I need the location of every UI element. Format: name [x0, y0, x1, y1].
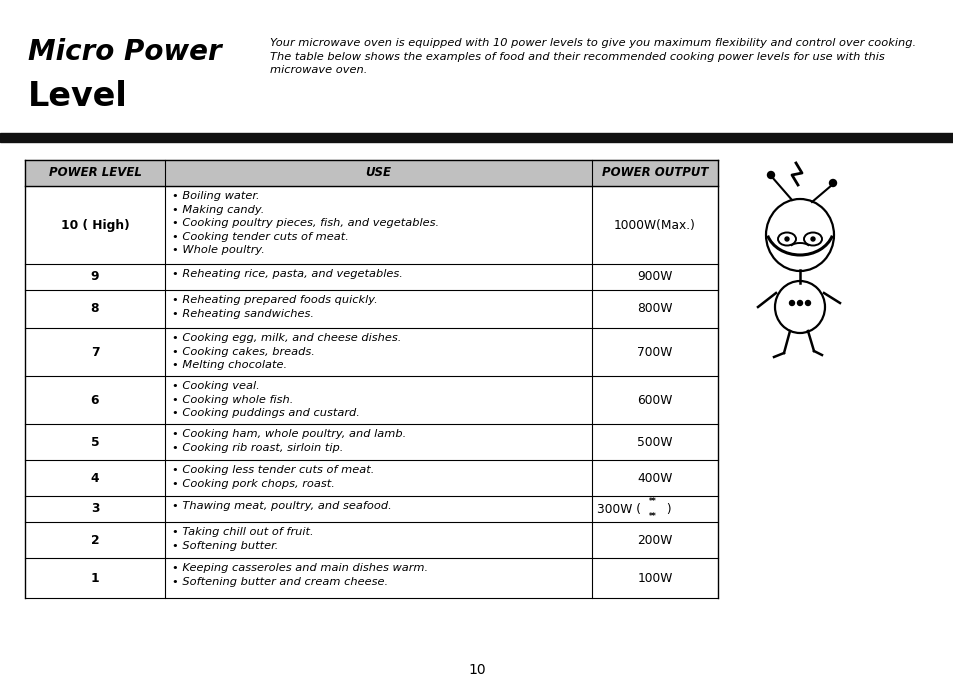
Circle shape — [804, 301, 810, 306]
Text: 10 ( High): 10 ( High) — [61, 218, 130, 231]
Text: 400W: 400W — [637, 471, 672, 484]
Text: ): ) — [662, 503, 671, 516]
Text: 500W: 500W — [637, 436, 672, 449]
Text: • Keeping casseroles and main dishes warm.
• Softening butter and cream cheese.: • Keeping casseroles and main dishes war… — [172, 563, 428, 587]
Text: • Reheating prepared foods quickly.
• Reheating sandwiches.: • Reheating prepared foods quickly. • Re… — [172, 295, 377, 318]
Text: 200W: 200W — [637, 533, 672, 546]
Text: Micro Power: Micro Power — [28, 38, 221, 66]
Text: • Cooking veal.
• Cooking whole fish.
• Cooking puddings and custard.: • Cooking veal. • Cooking whole fish. • … — [172, 381, 359, 418]
Bar — [25, 160, 718, 186]
Text: • Thawing meat, poultry, and seafood.: • Thawing meat, poultry, and seafood. — [172, 501, 392, 511]
Text: • Cooking egg, milk, and cheese dishes.
• Cooking cakes, breads.
• Melting choco: • Cooking egg, milk, and cheese dishes. … — [172, 333, 401, 370]
Text: 10: 10 — [468, 663, 485, 677]
Text: • Taking chill out of fruit.
• Softening butter.: • Taking chill out of fruit. • Softening… — [172, 527, 314, 550]
Text: 6: 6 — [91, 394, 99, 406]
Text: • Cooking ham, whole poultry, and lamb.
• Cooking rib roast, sirloin tip.: • Cooking ham, whole poultry, and lamb. … — [172, 429, 406, 453]
Text: 800W: 800W — [637, 303, 672, 316]
Text: 300W (: 300W ( — [597, 503, 644, 516]
Bar — [0, 133, 953, 142]
Circle shape — [828, 179, 836, 186]
Circle shape — [767, 171, 774, 179]
Circle shape — [810, 237, 814, 241]
Text: 3: 3 — [91, 503, 99, 516]
Text: • Boiling water.
• Making candy.
• Cooking poultry pieces, fish, and vegetables.: • Boiling water. • Making candy. • Cooki… — [172, 191, 438, 255]
Text: **: ** — [648, 512, 656, 521]
Circle shape — [797, 301, 801, 306]
Text: POWER LEVEL: POWER LEVEL — [49, 166, 141, 179]
Text: 9: 9 — [91, 271, 99, 284]
Text: 5: 5 — [91, 436, 99, 449]
Text: 1000W(Max.): 1000W(Max.) — [614, 218, 695, 231]
Text: Your microwave oven is equipped with 10 power levels to give you maximum flexibi: Your microwave oven is equipped with 10 … — [270, 38, 915, 75]
Text: 600W: 600W — [637, 394, 672, 406]
Text: Level: Level — [28, 80, 128, 113]
Text: **: ** — [648, 497, 656, 506]
Text: 8: 8 — [91, 303, 99, 316]
Text: 7: 7 — [91, 346, 99, 359]
Text: • Reheating rice, pasta, and vegetables.: • Reheating rice, pasta, and vegetables. — [172, 269, 402, 279]
Text: POWER OUTPUT: POWER OUTPUT — [601, 166, 707, 179]
Text: 1: 1 — [91, 572, 99, 584]
Circle shape — [784, 237, 788, 241]
Text: 900W: 900W — [637, 271, 672, 284]
Text: USE: USE — [365, 166, 391, 179]
Text: • Cooking less tender cuts of meat.
• Cooking pork chops, roast.: • Cooking less tender cuts of meat. • Co… — [172, 465, 374, 488]
Text: 2: 2 — [91, 533, 99, 546]
Text: 4: 4 — [91, 471, 99, 484]
Circle shape — [789, 301, 794, 306]
Text: 700W: 700W — [637, 346, 672, 359]
Text: 100W: 100W — [637, 572, 672, 584]
